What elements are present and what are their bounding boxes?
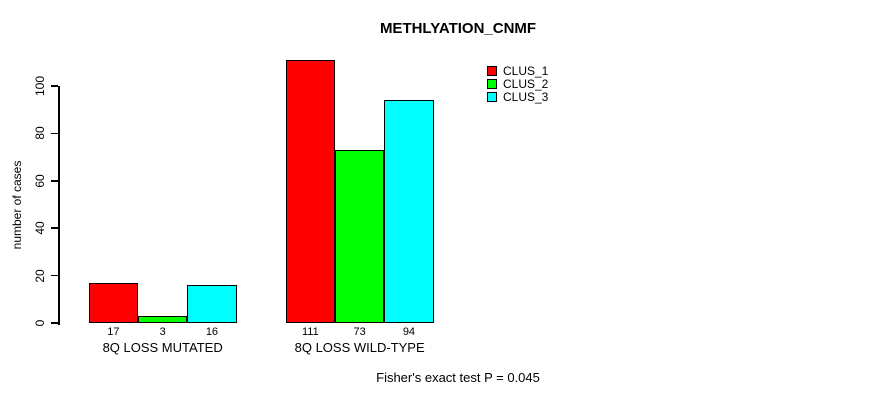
y-tick — [51, 85, 58, 87]
legend-label: CLUS_1 — [503, 63, 549, 78]
bar-value-label: 3 — [159, 326, 166, 338]
bar-value-label: 73 — [353, 326, 366, 338]
bar-clus_3 — [187, 285, 237, 323]
y-tick — [51, 227, 58, 229]
bar-value-label: 94 — [402, 326, 416, 338]
annotation-text: Fisher's exact test P = 0.045 — [376, 370, 540, 385]
y-tick-label: 20 — [33, 268, 47, 283]
y-tick-label: 80 — [33, 126, 47, 141]
legend: CLUS_1 CLUS_2 CLUS_3 — [487, 64, 548, 104]
bar-value-label: 16 — [205, 326, 219, 338]
category-label: 8Q LOSS MUTATED — [102, 340, 223, 355]
legend-item: CLUS_2 — [487, 76, 549, 91]
bar-clus_2 — [138, 315, 188, 323]
bar-clus_1 — [88, 282, 138, 323]
legend-swatch — [487, 65, 497, 76]
y-axis-label: number of cases — [10, 160, 24, 250]
chart-title: METHLYATION_CNMF — [379, 20, 537, 37]
legend-item: CLUS_3 — [487, 89, 549, 104]
y-tick-label: 100 — [33, 75, 47, 97]
bar-clus_2 — [335, 149, 385, 323]
y-tick-label: 40 — [33, 221, 47, 235]
y-tick — [51, 274, 58, 277]
legend-swatch — [487, 78, 497, 89]
bar-clus_3 — [384, 100, 434, 323]
category-label: 8Q LOSS WILD-TYPE — [294, 340, 425, 355]
bar-clus_1 — [285, 59, 335, 323]
bar-value-label: 17 — [107, 326, 120, 338]
bar-value-label: 111 — [301, 326, 319, 338]
y-tick-label: 0 — [33, 319, 47, 327]
y-tick — [51, 180, 58, 182]
y-tick — [51, 132, 58, 135]
y-tick-label: 60 — [33, 174, 47, 188]
legend-swatch — [487, 91, 497, 102]
y-axis-line — [58, 86, 60, 325]
legend-label: CLUS_3 — [503, 89, 549, 104]
legend-item: CLUS_1 — [487, 63, 549, 78]
y-tick — [51, 322, 58, 324]
legend-label: CLUS_2 — [503, 76, 549, 91]
